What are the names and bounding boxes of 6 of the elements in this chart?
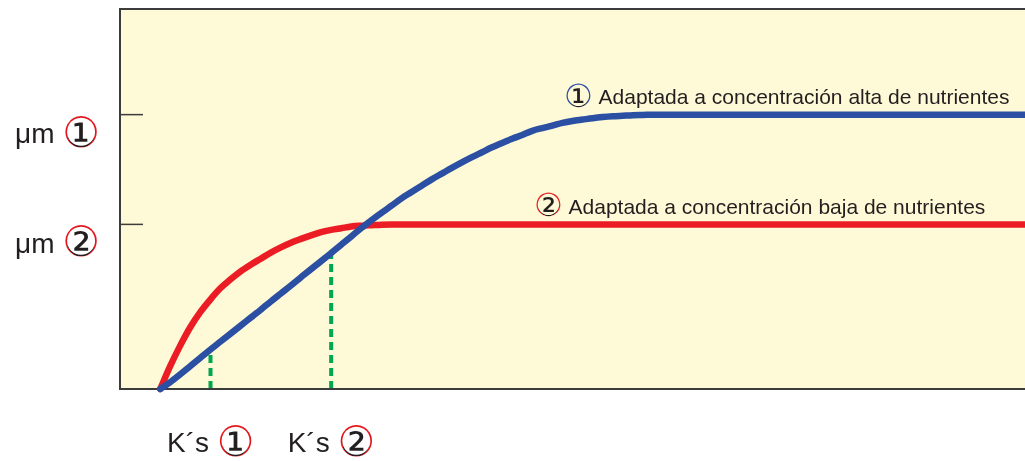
text: μm ① — [15, 107, 100, 157]
series-label: ② Adaptada a concentración baja de nutrientes — [534, 186, 986, 225]
x-tick-label: K´s ② — [287, 417, 376, 461]
series-label: ① Adaptada a concentración alta de nutrientes — [564, 76, 1010, 115]
x-tick-label: K´s ① — [167, 417, 255, 461]
text: μm ② — [15, 217, 100, 267]
